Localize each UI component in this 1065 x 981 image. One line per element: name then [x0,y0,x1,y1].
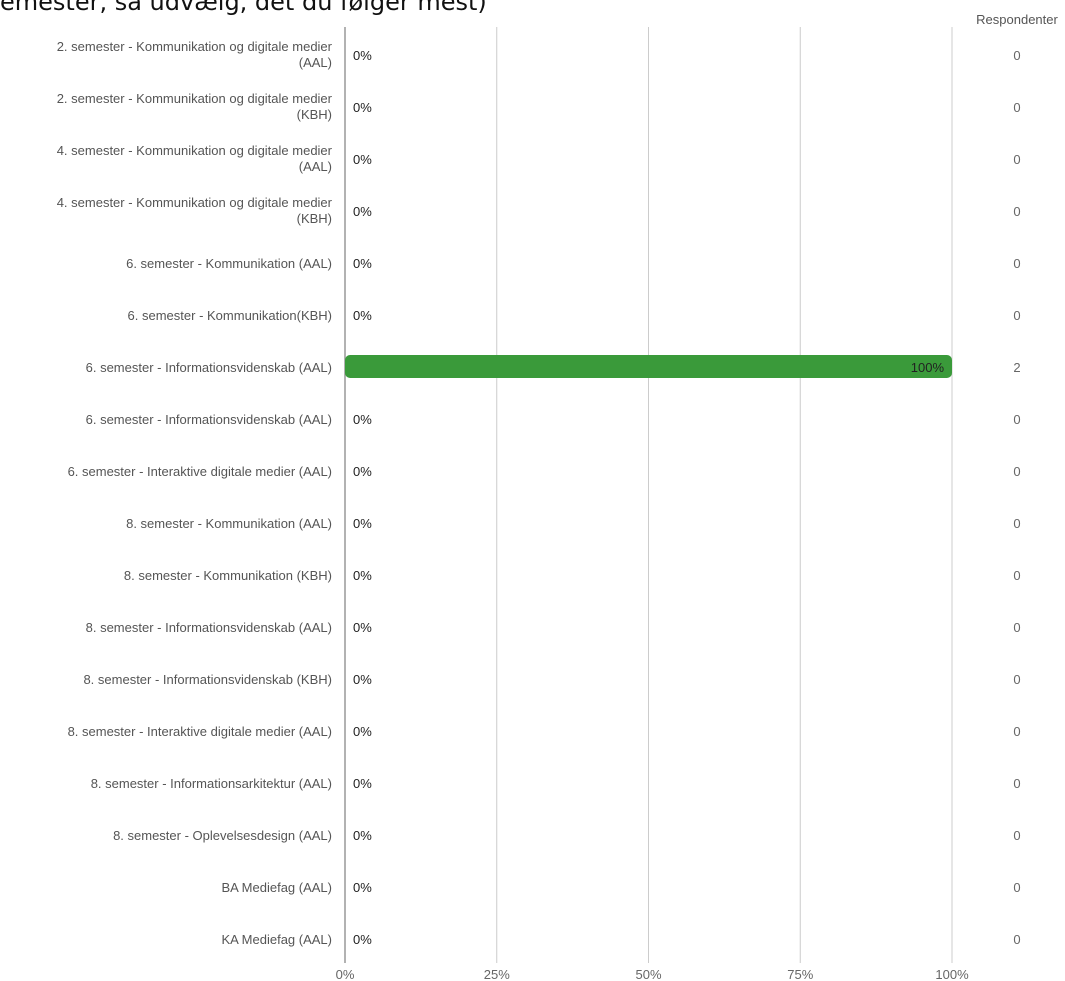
category-label: 6. semester - Informationsvidenskab (AAL… [86,412,332,427]
category-label: 8. semester - Informationsvidenskab (AAL… [86,620,332,635]
respondents-count: 0 [1013,724,1020,739]
category-label: 8. semester - Informationsarkitektur (AA… [91,776,332,791]
category-label: 8. semester - Kommunikation (KBH) [124,568,332,583]
respondents-count: 0 [1013,308,1020,323]
bar-value-label: 0% [353,308,372,323]
respondents-count: 0 [1013,776,1020,791]
respondents-count: 0 [1013,48,1020,63]
bar-value-label: 0% [353,724,372,739]
bar-value-label: 0% [353,204,372,219]
bar-value-label: 0% [353,412,372,427]
category-label: 4. semester - Kommunikation og digitale … [57,143,333,174]
respondents-count: 0 [1013,880,1020,895]
bar-value-label: 0% [353,828,372,843]
bar-value-label: 0% [353,568,372,583]
respondents-count: 0 [1013,516,1020,531]
x-tick-label: 25% [484,967,510,981]
category-label: 6. semester - Kommunikation(KBH) [128,308,332,323]
respondents-count: 0 [1013,620,1020,635]
x-axis-ticks: 0% 25% 50% 75% 100% [336,967,969,981]
category-label: KA Mediefag (AAL) [221,932,332,947]
respondents-count: 0 [1013,828,1020,843]
respondents-count: 0 [1013,100,1020,115]
category-label: 4. semester - Kommunikation og digitale … [57,195,333,226]
category-label: 8. semester - Kommunikation (AAL) [126,516,332,531]
x-tick-label: 50% [635,967,661,981]
category-label: 6. semester - Informationsvidenskab (AAL… [86,360,332,375]
category-label: 8. semester - Informationsvidenskab (KBH… [83,672,332,687]
bar [345,355,952,378]
chart-title: emester, så udvælg, det du følger mest) [0,0,487,16]
bar-value-label: 0% [353,516,372,531]
respondents-count: 0 [1013,672,1020,687]
category-label: 8. semester - Interaktive digitale medie… [68,724,332,739]
bar-value-label: 0% [353,880,372,895]
respondents-count: 0 [1013,256,1020,271]
bar-value-label: 0% [353,464,372,479]
respondents-header: Respondenter [976,12,1058,27]
grid-layer [344,27,953,963]
bar-value-label: 0% [353,100,372,115]
category-label: 6. semester - Interaktive digitale medie… [68,464,332,479]
bar-value-label: 0% [353,932,372,947]
category-label: 6. semester - Kommunikation (AAL) [126,256,332,271]
bar-value-label: 0% [353,672,372,687]
bar-value-label: 0% [353,152,372,167]
respondents-count: 0 [1013,464,1020,479]
respondents-count: 0 [1013,152,1020,167]
bar-value-label: 0% [353,776,372,791]
category-label: BA Mediefag (AAL) [221,880,332,895]
respondents-count: 0 [1013,204,1020,219]
x-tick-label: 75% [787,967,813,981]
category-label: 2. semester - Kommunikation og digitale … [57,39,333,70]
bar-value-label: 0% [353,620,372,635]
x-tick-label: 100% [935,967,969,981]
x-tick-label: 0% [336,967,355,981]
respondents-count: 2 [1013,360,1020,375]
label-layer: 2. semester - Kommunikation og digitale … [57,39,1021,947]
category-label: 2. semester - Kommunikation og digitale … [57,91,333,122]
respondents-count: 0 [1013,932,1020,947]
bar-layer [345,355,952,378]
respondents-count: 0 [1013,412,1020,427]
bar-value-label: 100% [911,360,945,375]
bar-value-label: 0% [353,48,372,63]
respondents-count: 0 [1013,568,1020,583]
category-label: 8. semester - Oplevelsesdesign (AAL) [113,828,332,843]
bar-value-label: 0% [353,256,372,271]
